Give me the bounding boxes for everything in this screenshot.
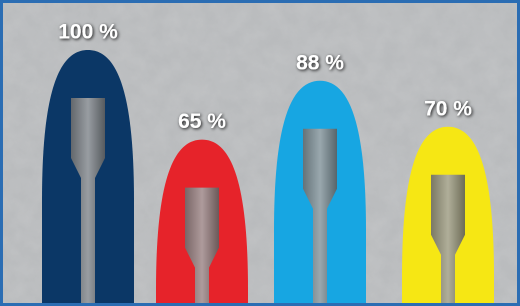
value-label: 70 % xyxy=(424,97,472,120)
value-label: 65 % xyxy=(178,110,226,133)
value-label: 88 % xyxy=(296,51,344,74)
chart: 100 % 65 % 88 % 70 % xyxy=(0,0,520,306)
value-label: 100 % xyxy=(58,21,118,44)
